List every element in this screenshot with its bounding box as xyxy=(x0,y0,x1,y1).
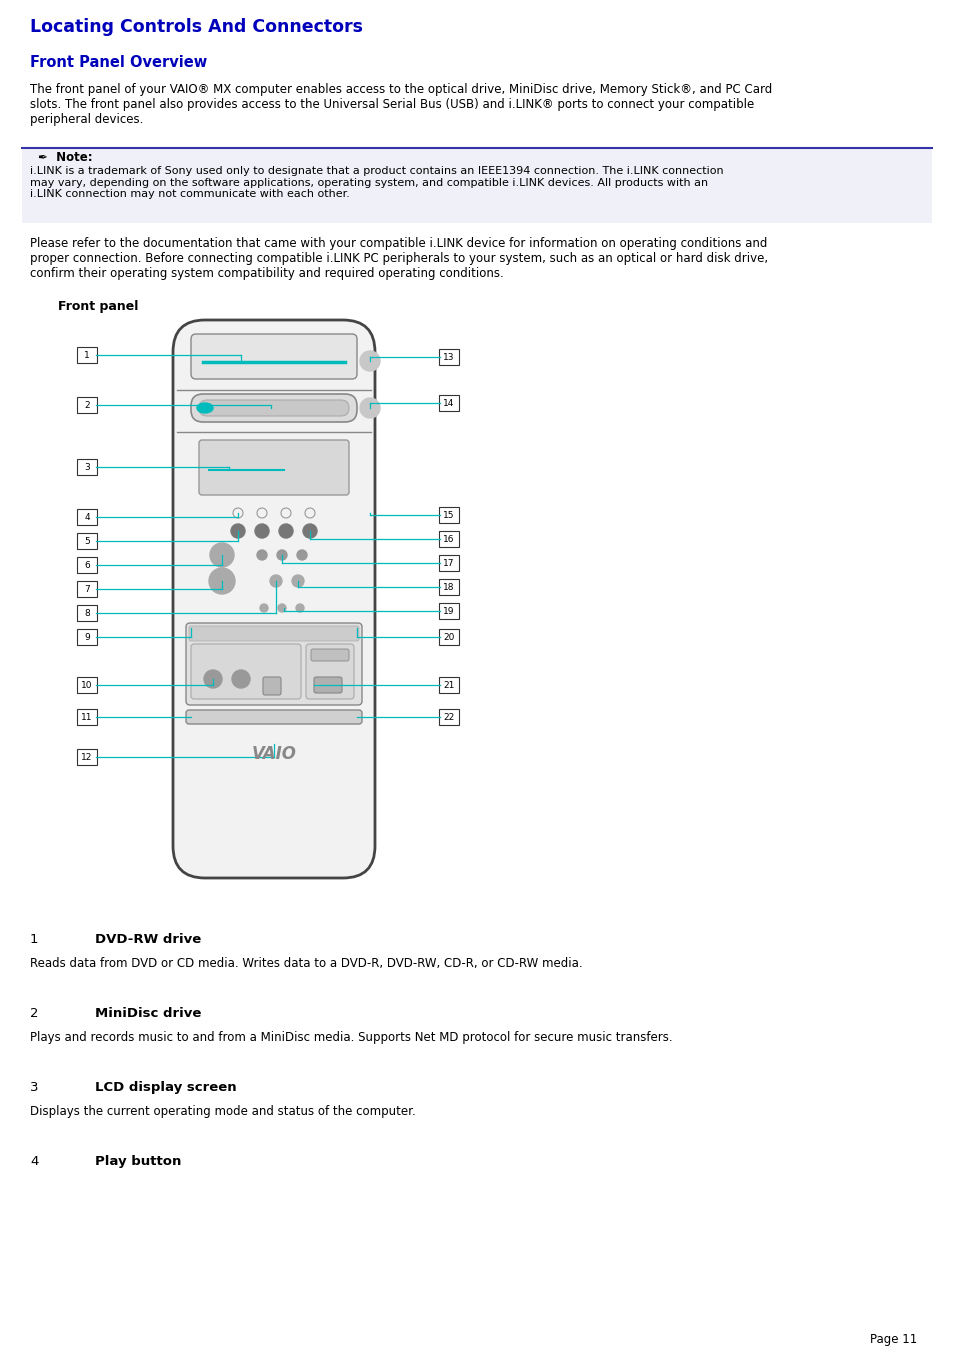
FancyBboxPatch shape xyxy=(77,347,97,363)
Text: 19: 19 xyxy=(443,607,455,616)
Text: Displays the current operating mode and status of the computer.: Displays the current operating mode and … xyxy=(30,1105,416,1119)
Text: Plays and records music to and from a MiniDisc media. Supports Net MD protocol f: Plays and records music to and from a Mi… xyxy=(30,1031,672,1044)
FancyBboxPatch shape xyxy=(306,644,354,698)
Text: 4: 4 xyxy=(84,512,90,521)
FancyBboxPatch shape xyxy=(77,534,97,549)
Circle shape xyxy=(276,550,287,561)
Text: 17: 17 xyxy=(443,558,455,567)
Circle shape xyxy=(231,524,245,538)
FancyBboxPatch shape xyxy=(199,440,349,494)
FancyBboxPatch shape xyxy=(191,394,356,422)
FancyBboxPatch shape xyxy=(22,149,931,223)
FancyBboxPatch shape xyxy=(77,677,97,693)
Circle shape xyxy=(256,550,267,561)
Text: i.LINK is a trademark of Sony used only to designate that a product contains an : i.LINK is a trademark of Sony used only … xyxy=(30,166,723,199)
Circle shape xyxy=(278,524,293,538)
FancyBboxPatch shape xyxy=(77,581,97,597)
Text: Front panel: Front panel xyxy=(58,300,138,313)
Text: 18: 18 xyxy=(443,582,455,592)
FancyBboxPatch shape xyxy=(314,677,341,693)
Text: LCD display screen: LCD display screen xyxy=(95,1081,236,1094)
Text: 12: 12 xyxy=(81,753,92,762)
Circle shape xyxy=(359,399,379,417)
Text: 22: 22 xyxy=(443,712,455,721)
Circle shape xyxy=(210,543,233,567)
FancyBboxPatch shape xyxy=(191,334,356,380)
Circle shape xyxy=(359,351,379,372)
Circle shape xyxy=(295,604,304,612)
FancyBboxPatch shape xyxy=(438,507,458,523)
Circle shape xyxy=(204,670,222,688)
Circle shape xyxy=(292,576,304,586)
Text: 10: 10 xyxy=(81,681,92,689)
FancyBboxPatch shape xyxy=(199,400,349,416)
Text: 16: 16 xyxy=(443,535,455,543)
Text: 4: 4 xyxy=(30,1155,38,1169)
Text: 1: 1 xyxy=(84,350,90,359)
FancyBboxPatch shape xyxy=(263,677,281,694)
Text: 9: 9 xyxy=(84,632,90,642)
Text: Locating Controls And Connectors: Locating Controls And Connectors xyxy=(30,18,363,36)
FancyBboxPatch shape xyxy=(438,603,458,619)
Circle shape xyxy=(254,524,269,538)
FancyBboxPatch shape xyxy=(191,644,301,698)
FancyBboxPatch shape xyxy=(77,748,97,765)
Text: 11: 11 xyxy=(81,712,92,721)
Text: 2: 2 xyxy=(84,400,90,409)
Text: 14: 14 xyxy=(443,399,455,408)
Circle shape xyxy=(303,524,316,538)
Text: 20: 20 xyxy=(443,632,455,642)
FancyBboxPatch shape xyxy=(77,509,97,526)
Circle shape xyxy=(296,550,307,561)
FancyBboxPatch shape xyxy=(189,626,358,640)
Text: MiniDisc drive: MiniDisc drive xyxy=(95,1006,201,1020)
Text: 21: 21 xyxy=(443,681,455,689)
Ellipse shape xyxy=(196,403,213,413)
Text: Page 11: Page 11 xyxy=(869,1333,916,1346)
Text: Reads data from DVD or CD media. Writes data to a DVD-R, DVD-RW, CD-R, or CD-RW : Reads data from DVD or CD media. Writes … xyxy=(30,957,582,970)
FancyBboxPatch shape xyxy=(311,648,349,661)
Text: 3: 3 xyxy=(30,1081,38,1094)
Text: 1: 1 xyxy=(30,934,38,946)
FancyBboxPatch shape xyxy=(77,709,97,725)
Text: 3: 3 xyxy=(84,462,90,471)
FancyBboxPatch shape xyxy=(186,711,361,724)
FancyBboxPatch shape xyxy=(77,397,97,413)
Text: 8: 8 xyxy=(84,608,90,617)
FancyBboxPatch shape xyxy=(438,677,458,693)
FancyBboxPatch shape xyxy=(438,580,458,594)
Text: 2: 2 xyxy=(30,1006,38,1020)
Circle shape xyxy=(277,604,286,612)
Text: Please refer to the documentation that came with your compatible i.LINK device f: Please refer to the documentation that c… xyxy=(30,236,767,280)
FancyBboxPatch shape xyxy=(438,349,458,365)
FancyBboxPatch shape xyxy=(438,394,458,411)
FancyBboxPatch shape xyxy=(77,605,97,621)
FancyBboxPatch shape xyxy=(438,531,458,547)
FancyBboxPatch shape xyxy=(77,630,97,644)
FancyBboxPatch shape xyxy=(438,555,458,571)
Text: Play button: Play button xyxy=(95,1155,181,1169)
Text: 5: 5 xyxy=(84,536,90,546)
Text: The front panel of your VAIO® MX computer enables access to the optical drive, M: The front panel of your VAIO® MX compute… xyxy=(30,82,771,126)
FancyBboxPatch shape xyxy=(172,320,375,878)
Text: Front Panel Overview: Front Panel Overview xyxy=(30,55,207,70)
Text: ✒  Note:: ✒ Note: xyxy=(38,151,92,163)
Text: 15: 15 xyxy=(443,511,455,520)
Circle shape xyxy=(260,604,268,612)
Text: 7: 7 xyxy=(84,585,90,593)
FancyBboxPatch shape xyxy=(77,459,97,476)
FancyBboxPatch shape xyxy=(77,557,97,573)
FancyBboxPatch shape xyxy=(438,709,458,725)
Text: 13: 13 xyxy=(443,353,455,362)
Text: VAIO: VAIO xyxy=(252,744,296,763)
Text: DVD-RW drive: DVD-RW drive xyxy=(95,934,201,946)
Text: 6: 6 xyxy=(84,561,90,570)
Circle shape xyxy=(270,576,282,586)
Circle shape xyxy=(232,670,250,688)
FancyBboxPatch shape xyxy=(438,630,458,644)
Circle shape xyxy=(209,567,234,594)
FancyBboxPatch shape xyxy=(186,623,361,705)
